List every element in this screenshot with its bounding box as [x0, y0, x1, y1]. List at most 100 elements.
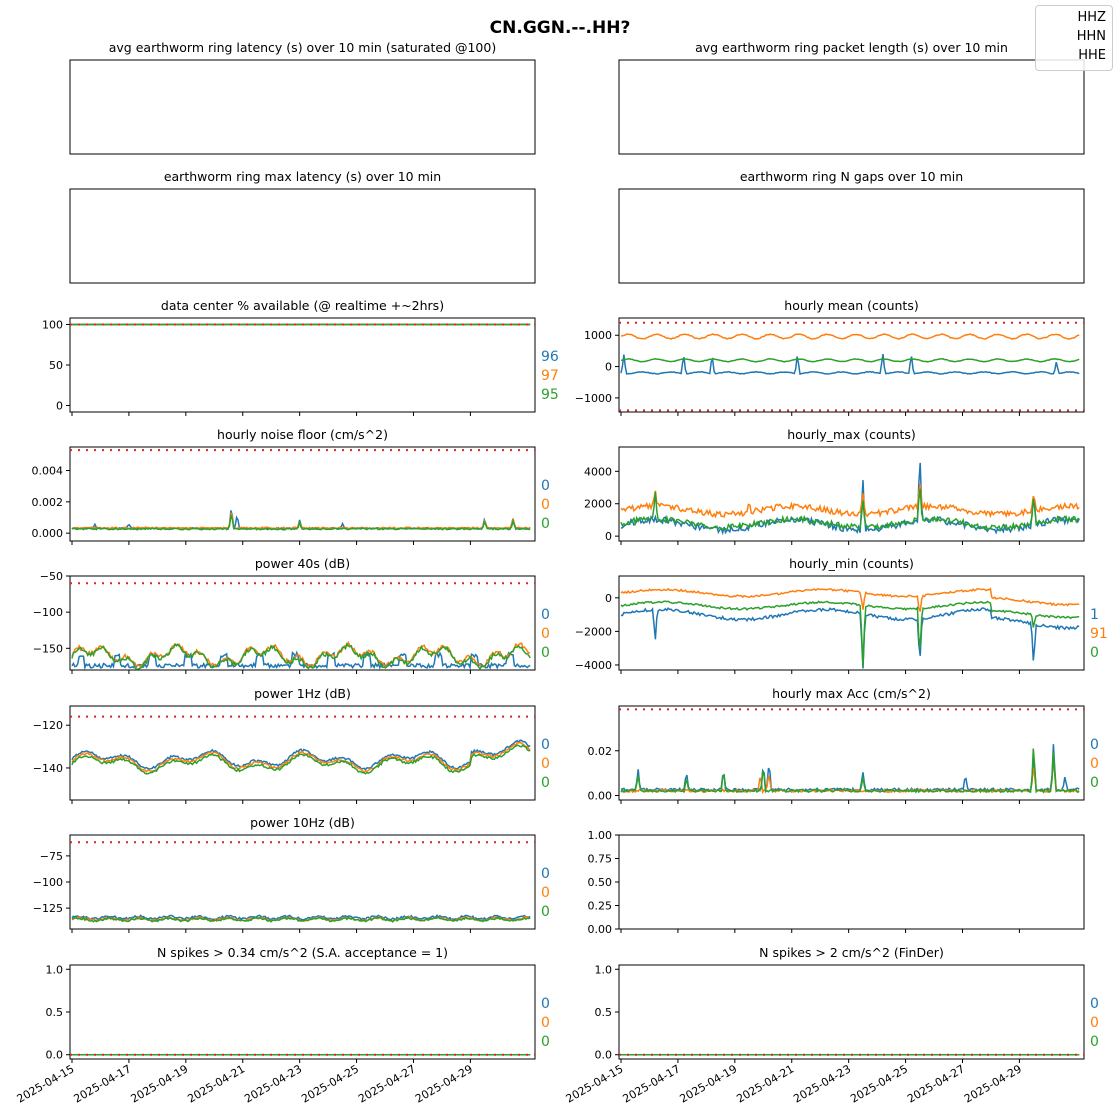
axes-frame — [69, 446, 536, 542]
y-tick-label: −75 — [40, 850, 63, 863]
y-tick-label: 1.00 — [588, 829, 613, 842]
panel-hourly-min: hourly_min (counts) 0 −2000 −4000 1 91 0 — [575, 556, 1108, 674]
series-line-hhe — [620, 748, 1080, 794]
x-tick-label: 2025-04-25 — [299, 1062, 361, 1105]
side-value-hhe: 0 — [541, 904, 550, 920]
side-value-hhe: 0 — [541, 516, 550, 532]
axes-frame — [618, 575, 1085, 671]
axes-frame — [618, 964, 1085, 1060]
side-value-hhz: 96 — [541, 349, 559, 365]
panel-title: N spikes > 2 cm/s^2 (FinDer) — [759, 945, 944, 960]
series-line-hhe — [71, 916, 531, 923]
x-tick-label: 2025-04-23 — [242, 1062, 304, 1105]
y-tick-label: 50 — [49, 359, 63, 372]
axes-frame — [618, 705, 1085, 801]
axes-frame — [618, 188, 1085, 284]
y-tick-label: 0 — [605, 592, 612, 605]
side-value-hhn: 0 — [541, 756, 550, 772]
y-tick-label: 0.0 — [46, 1049, 64, 1062]
panel-noise-floor: hourly noise floor (cm/s^2) 0.004 0.002 0.0… — [32, 427, 550, 545]
side-value-hhz: 0 — [541, 478, 550, 494]
axes-frame — [69, 964, 536, 1060]
panel-power-40s: power 40s (dB) −50 −100 −150 0 0 0 — [33, 556, 550, 674]
series-line-hhn — [620, 757, 1080, 795]
y-tick-label: 0.00 — [588, 790, 613, 803]
panel-hourly-max-acc: hourly max Acc (cm/s^2) 0.02 0.00 0 0 0 — [588, 686, 1099, 804]
x-tick-label: 2025-04-21 — [185, 1062, 247, 1105]
side-value-hhn: 0 — [1090, 756, 1099, 772]
panel-title: data center % available (@ realtime +~2h… — [161, 298, 444, 313]
panel-title: power 10Hz (dB) — [250, 815, 355, 830]
y-tick-label: 0.002 — [32, 496, 64, 509]
axes-frame — [69, 317, 536, 413]
axes-frame — [69, 575, 536, 671]
series-line-hhn — [71, 741, 531, 773]
side-value-hhe: 0 — [541, 1034, 550, 1050]
legend-entry-hhe: HHE — [1078, 48, 1106, 63]
y-tick-label: 1.0 — [595, 963, 613, 976]
y-tick-label: 0.25 — [588, 900, 613, 913]
side-value-hhe: 0 — [1090, 775, 1099, 791]
y-tick-label: −125 — [33, 902, 63, 915]
panel-ring-max-latency: earthworm ring max latency (s) over 10 m… — [69, 169, 536, 284]
panel-title: hourly_max (counts) — [787, 427, 916, 442]
y-tick-label: 0.75 — [588, 853, 613, 866]
y-tick-label: 0.50 — [588, 876, 613, 889]
side-value-hhn: 0 — [541, 1015, 550, 1031]
side-value-hhe: 0 — [1090, 1034, 1099, 1050]
x-tick-label: 2025-04-23 — [791, 1062, 853, 1105]
series-line-hhz — [71, 914, 531, 921]
side-value-hhz: 0 — [541, 607, 550, 623]
series-line-hhn — [620, 483, 1080, 519]
panel-title: hourly mean (counts) — [784, 298, 918, 313]
axes-frame — [69, 705, 536, 801]
panel-spikes-034: N spikes > 0.34 cm/s^2 (S.A. acceptance … — [15, 945, 550, 1106]
axes-frame — [618, 446, 1085, 542]
axes-frame — [618, 317, 1085, 413]
panel-title: power 40s (dB) — [255, 556, 350, 571]
side-value-hhe: 0 — [1090, 645, 1099, 661]
axes-frame — [69, 188, 536, 284]
axes-frame — [618, 834, 1085, 930]
y-tick-label: −120 — [33, 719, 63, 732]
series-line-hhz — [71, 650, 531, 670]
x-tick-label: 2025-04-21 — [734, 1062, 796, 1105]
y-tick-label: 0.004 — [32, 465, 64, 478]
x-tick-label: 2025-04-17 — [72, 1062, 134, 1105]
axes-frame — [69, 59, 536, 155]
series-line-hhn — [620, 333, 1080, 340]
y-tick-label: −2000 — [575, 625, 612, 638]
y-tick-label: 0 — [56, 400, 63, 413]
x-tick-label: 2025-04-25 — [848, 1062, 910, 1105]
side-value-hhn: 0 — [541, 497, 550, 513]
panel-title: avg earthworm ring latency (s) over 10 m… — [109, 40, 496, 55]
x-tick-label: 2025-04-17 — [621, 1062, 683, 1105]
y-tick-label: 0 — [605, 530, 612, 543]
panel-title: earthworm ring max latency (s) over 10 m… — [164, 169, 441, 184]
panel-ring-packet-length: avg earthworm ring packet length (s) ove… — [618, 40, 1085, 155]
side-value-hhe: 0 — [541, 645, 550, 661]
panel-title: avg earthworm ring packet length (s) ove… — [695, 40, 1008, 55]
panel-empty-panel: 1.00 0.75 0.50 0.25 0.00 — [588, 829, 1085, 936]
y-tick-label: 0.0 — [595, 1049, 613, 1062]
y-tick-label: 1000 — [584, 329, 612, 342]
y-tick-label: 0.02 — [588, 745, 613, 758]
legend-entry-hhn: HHN — [1076, 29, 1106, 44]
y-tick-label: 4000 — [584, 465, 612, 478]
y-tick-label: −50 — [40, 570, 63, 583]
series-line-hhn — [620, 587, 1080, 612]
x-tick-label: 2025-04-15 — [15, 1062, 77, 1105]
side-value-hhz: 0 — [1090, 996, 1099, 1012]
side-value-hhz: 0 — [1090, 737, 1099, 753]
legend-entry-hhz: HHZ — [1077, 10, 1106, 25]
axes-frame — [618, 59, 1085, 155]
panel-ring-latency: avg earthworm ring latency (s) over 10 m… — [69, 40, 536, 155]
series-line-hhe — [71, 512, 531, 531]
series-line-hhz — [620, 744, 1080, 793]
series-line-hhe — [620, 600, 1080, 668]
panel-power-10hz: power 10Hz (dB) −75 −100 −125 0 0 0 — [33, 815, 550, 933]
panel-ring-n-gaps: earthworm ring N gaps over 10 min — [618, 169, 1085, 284]
series-line-hhe — [620, 488, 1080, 532]
